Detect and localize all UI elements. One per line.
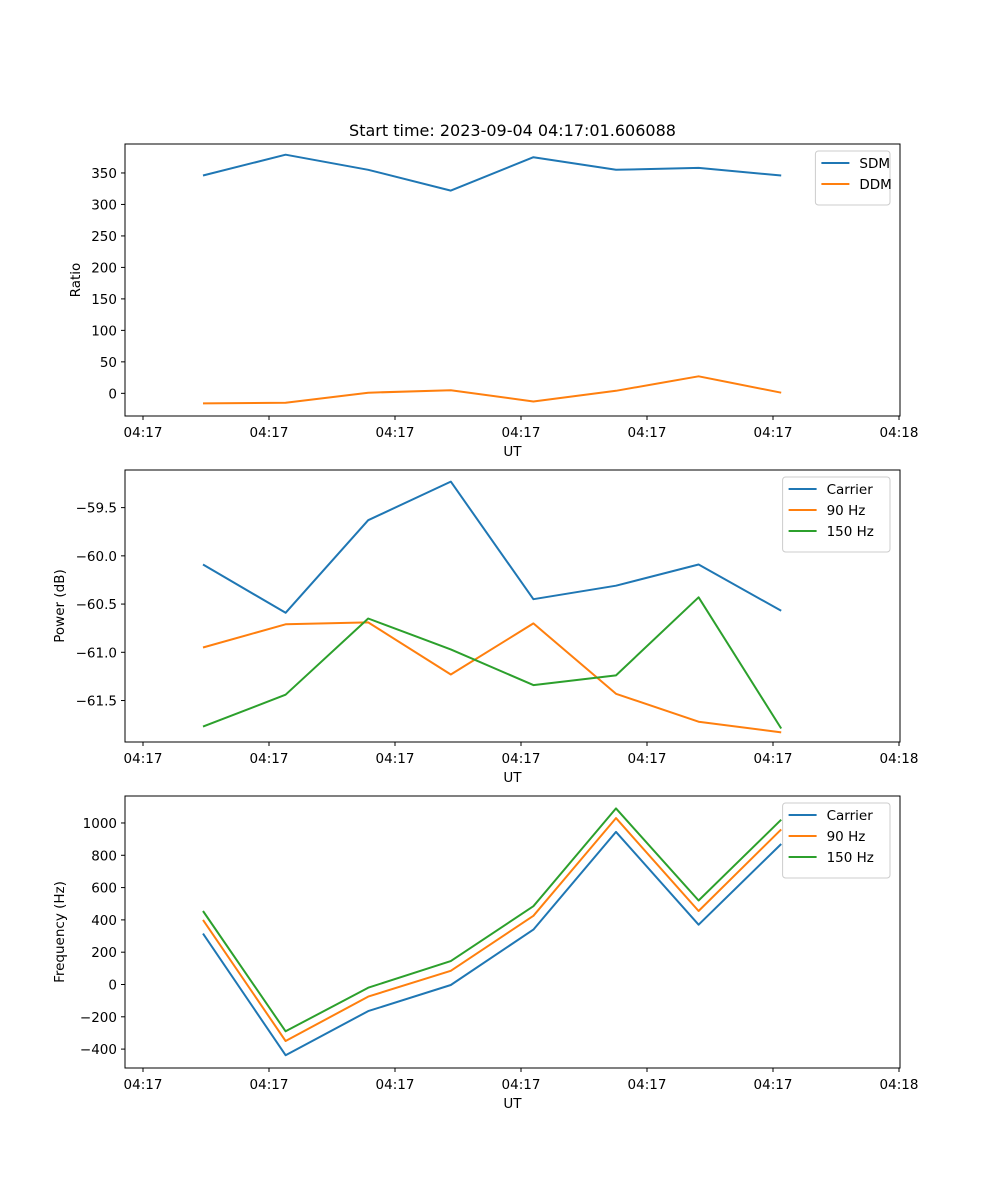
power-x-tick-label: 04:17 bbox=[376, 751, 415, 767]
frequency-y-tick-label: −400 bbox=[80, 1042, 117, 1058]
power-series-90-hz bbox=[202, 621, 782, 734]
power-y-tick-label: −60.0 bbox=[76, 549, 117, 565]
ratio-x-tick-label: 04:17 bbox=[124, 425, 163, 441]
frequency-series-90-hz bbox=[202, 817, 782, 1042]
power-panel: 04:17 04:17 04:17 04:17 04:17 04:17 04:18 UT −61… bbox=[52, 469, 919, 786]
ratio-x-tick-label: 04:17 bbox=[628, 425, 667, 441]
power-series-carrier bbox=[202, 480, 782, 614]
frequency-x-tick-label: 04:18 bbox=[880, 1077, 919, 1093]
frequency-series-carrier bbox=[202, 830, 782, 1057]
ratio-x-tick-label: 04:17 bbox=[502, 425, 541, 441]
frequency-x-tick-label: 04:17 bbox=[754, 1077, 793, 1093]
ratio-x-axis-label: UT bbox=[503, 444, 522, 460]
ratio-y-tick-label: 50 bbox=[100, 355, 117, 371]
ratio-axes-frame bbox=[124, 143, 901, 417]
frequency-panel: 04:17 04:17 04:17 04:17 04:17 04:17 04:18 UT −40… bbox=[52, 795, 919, 1112]
frequency-series-150-hz bbox=[202, 807, 782, 1033]
frequency-y-tick-label: 800 bbox=[91, 848, 117, 864]
frequency-axes-frame bbox=[124, 795, 901, 1069]
power-legend-label: Carrier bbox=[827, 482, 874, 498]
power-x-tick-label: 04:18 bbox=[880, 751, 919, 767]
power-x-axis-label: UT bbox=[503, 770, 522, 786]
frequency-y-tick-label: 0 bbox=[108, 977, 117, 993]
ratio-y-tick-label: 150 bbox=[91, 292, 117, 308]
power-x-tick-label: 04:17 bbox=[250, 751, 289, 767]
frequency-legend-label: 150 Hz bbox=[827, 850, 874, 866]
frequency-y-tick-label: 400 bbox=[91, 913, 117, 929]
power-x-tick-label: 04:17 bbox=[754, 751, 793, 767]
ratio-x-tick-label: 04:18 bbox=[880, 425, 919, 441]
ratio-legend-label: DDM bbox=[859, 177, 891, 193]
frequency-y-tick-label: 200 bbox=[91, 945, 117, 961]
ratio-y-tick-label: 350 bbox=[91, 166, 117, 182]
power-x-tick-label: 04:17 bbox=[124, 751, 163, 767]
frequency-x-tick-label: 04:17 bbox=[250, 1077, 289, 1093]
ratio-y-tick-label: 100 bbox=[91, 323, 117, 339]
ratio-y-axis-label: Ratio bbox=[68, 263, 84, 298]
ratio-y-tick-label: 0 bbox=[108, 386, 117, 402]
frequency-legend-box bbox=[782, 802, 891, 879]
frequency-x-axis-label: UT bbox=[503, 1096, 522, 1112]
ratio-legend-label: SDM bbox=[859, 156, 890, 172]
power-legend: Carrier 90 Hz 150 Hz bbox=[782, 476, 891, 553]
power-series-150-hz bbox=[202, 596, 783, 730]
power-y-tick-label: −61.5 bbox=[76, 694, 117, 710]
frequency-y-axis-label: Frequency (Hz) bbox=[52, 881, 68, 983]
frequency-legend: Carrier 90 Hz 150 Hz bbox=[782, 802, 891, 879]
frequency-y-tick-label: −200 bbox=[80, 1010, 117, 1026]
power-y-tick-label: −59.5 bbox=[76, 501, 117, 517]
ratio-legend-box bbox=[814, 150, 891, 206]
ratio-y-tick-label: 250 bbox=[91, 229, 117, 245]
ratio-legend: SDM DDM bbox=[814, 150, 892, 206]
ratio-y-tick-label: 300 bbox=[91, 197, 117, 213]
power-x-tick-label: 04:17 bbox=[502, 751, 541, 767]
power-legend-label: 150 Hz bbox=[827, 524, 874, 540]
frequency-x-tick-label: 04:17 bbox=[376, 1077, 415, 1093]
frequency-legend-label: Carrier bbox=[827, 808, 874, 824]
ratio-x-tick-label: 04:17 bbox=[376, 425, 415, 441]
power-x-tick-label: 04:17 bbox=[628, 751, 667, 767]
power-axes-frame bbox=[124, 469, 901, 743]
frequency-x-tick-label: 04:17 bbox=[124, 1077, 163, 1093]
ratio-y-tick-label: 200 bbox=[91, 260, 117, 276]
power-legend-label: 90 Hz bbox=[827, 503, 866, 519]
frequency-x-tick-label: 04:17 bbox=[628, 1077, 667, 1093]
power-y-tick-label: −60.5 bbox=[76, 597, 117, 613]
power-legend-box bbox=[782, 476, 891, 553]
ratio-x-tick-label: 04:17 bbox=[754, 425, 793, 441]
ratio-x-tick-label: 04:17 bbox=[250, 425, 289, 441]
ratio-series-sdm bbox=[202, 153, 782, 192]
ratio-panel: 04:17 04:17 04:17 04:17 04:17 04:17 04:18 UT 0 50… bbox=[68, 143, 919, 460]
frequency-y-tick-label: 1000 bbox=[83, 816, 117, 832]
power-y-tick-label: −61.0 bbox=[76, 645, 117, 661]
frequency-legend-label: 90 Hz bbox=[827, 829, 866, 845]
frequency-y-tick-label: 600 bbox=[91, 881, 117, 897]
chart-title: Start time: 2023-09-04 04:17:01.606088 bbox=[349, 121, 676, 140]
frequency-x-tick-label: 04:17 bbox=[502, 1077, 541, 1093]
power-y-axis-label: Power (dB) bbox=[52, 569, 68, 642]
ratio-series-ddm bbox=[202, 375, 782, 405]
